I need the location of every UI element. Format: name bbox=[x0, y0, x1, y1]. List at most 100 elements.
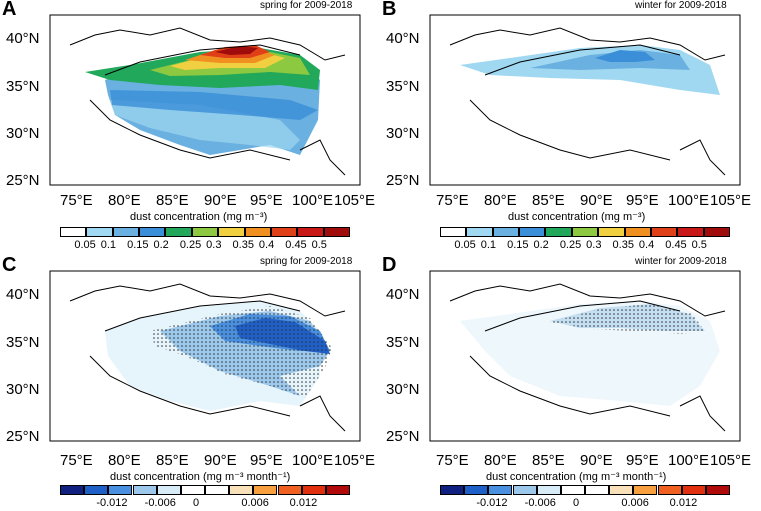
region-darkred bbox=[215, 46, 258, 55]
lon-label: 75°E bbox=[60, 192, 93, 209]
colorbar-title: dust concentration (mg m⁻³ month⁻¹) bbox=[486, 471, 667, 483]
colorbar-swatch bbox=[165, 227, 192, 237]
lat-label: 35°N bbox=[6, 78, 40, 95]
panel-c: C spring for 2009-2018 40°N 35°N 30°N 25… bbox=[0, 254, 380, 511]
lon-label: 90°E bbox=[204, 192, 237, 209]
colorbar-tick-label: 0.15 bbox=[507, 239, 529, 251]
colorbar-swatch bbox=[545, 227, 572, 237]
lon-label: 100°E bbox=[668, 192, 710, 209]
colorbar-tick-label: -0.006 bbox=[524, 497, 556, 509]
lon-label: 100°E bbox=[668, 452, 710, 469]
colorbar-tick-label: 0.5 bbox=[311, 239, 327, 251]
lon-label: 80°E bbox=[108, 192, 141, 209]
colorbar-tick-label: -0.006 bbox=[144, 497, 176, 509]
colorbar-swatch bbox=[156, 485, 181, 495]
colorbar-tick-label: 0 bbox=[193, 497, 200, 509]
panel-title: spring for 2009-2018 bbox=[260, 256, 353, 267]
panel-a: A spring for 2009-2018 40°N 35°N 30°N 25… bbox=[0, 0, 380, 255]
colorbar-tick-label: 0.012 bbox=[669, 497, 698, 509]
colorbar-swatch bbox=[440, 485, 465, 495]
colorbar-swatch bbox=[60, 485, 85, 495]
colorbar-swatch bbox=[681, 485, 706, 495]
colorbar-swatch bbox=[270, 227, 298, 237]
lon-label: 100°E bbox=[292, 192, 334, 209]
lon-label: 75°E bbox=[60, 452, 93, 469]
panel-title: spring for 2009-2018 bbox=[260, 0, 353, 11]
lat-label: 40°N bbox=[386, 30, 420, 47]
map-frame bbox=[429, 14, 741, 186]
colorbar-swatch bbox=[488, 485, 513, 495]
lon-label: 105°E bbox=[710, 192, 752, 209]
lon-label: 95°E bbox=[626, 452, 659, 469]
colorbar bbox=[440, 485, 730, 495]
colorbar-tick-label: 0.35 bbox=[612, 239, 634, 251]
colorbar-tick-label: 0 bbox=[573, 497, 580, 509]
colorbar-swatch bbox=[464, 485, 489, 495]
panel-letter: B bbox=[382, 0, 397, 20]
region-blue bbox=[110, 90, 318, 120]
colorbar-tick-label: 0.2 bbox=[533, 239, 549, 251]
lon-label: 80°E bbox=[108, 452, 141, 469]
lon-label: 105°E bbox=[710, 452, 752, 469]
lon-label: 85°E bbox=[532, 192, 565, 209]
colorbar-tick-label: 0.012 bbox=[289, 497, 318, 509]
panel-letter: C bbox=[2, 254, 17, 276]
panel-title: winter for 2009-2018 bbox=[635, 256, 727, 267]
lon-label: 95°E bbox=[250, 192, 283, 209]
colorbar-tick-label: 0.05 bbox=[74, 239, 96, 251]
panel-letter: D bbox=[382, 254, 397, 276]
lon-label: 90°E bbox=[204, 452, 237, 469]
lon-label: 95°E bbox=[626, 192, 659, 209]
colorbar-swatch bbox=[218, 227, 245, 237]
border-line bbox=[449, 27, 726, 176]
lat-label: 30°N bbox=[386, 125, 420, 142]
colorbar-swatch bbox=[229, 485, 254, 495]
colorbar-swatch bbox=[633, 485, 658, 495]
lon-label: 100°E bbox=[292, 452, 334, 469]
region-mid bbox=[595, 50, 655, 62]
colorbar-swatch bbox=[84, 485, 109, 495]
lat-label: 30°N bbox=[386, 381, 420, 398]
panel-c-map bbox=[49, 270, 361, 442]
lat-label: 30°N bbox=[6, 381, 40, 398]
lon-label: 85°E bbox=[156, 192, 189, 209]
colorbar-tick-label: 0.006 bbox=[621, 497, 649, 509]
colorbar-swatch bbox=[297, 227, 324, 237]
colorbar-swatch bbox=[466, 227, 493, 237]
lon-label: 90°E bbox=[580, 452, 613, 469]
colorbar-swatch bbox=[624, 227, 651, 237]
region-light bbox=[110, 100, 300, 150]
colorbar-swatch bbox=[191, 227, 219, 237]
colorbar-tick-label: 0.5 bbox=[691, 239, 707, 251]
lon-label: 75°E bbox=[436, 452, 469, 469]
lat-label: 35°N bbox=[6, 334, 40, 351]
lon-label: 85°E bbox=[532, 452, 565, 469]
lon-label: 90°E bbox=[580, 192, 613, 209]
colorbar bbox=[60, 227, 350, 237]
colorbar-swatch bbox=[108, 485, 133, 495]
lat-label: 25°N bbox=[6, 172, 40, 189]
colorbar-tick-label: 0.25 bbox=[559, 239, 582, 251]
colorbar-title: dust concentration (mg m⁻³) bbox=[508, 211, 646, 223]
panel-letter: A bbox=[2, 0, 17, 20]
panel-title: winter for 2009-2018 bbox=[635, 0, 727, 11]
colorbar-swatch bbox=[132, 485, 157, 495]
lat-label: 40°N bbox=[386, 286, 420, 303]
colorbar-tick-label: 0.15 bbox=[127, 239, 149, 251]
lat-label: 30°N bbox=[6, 125, 40, 142]
colorbar-tick-label: 0.05 bbox=[454, 239, 476, 251]
colorbar-tick-label: 0.25 bbox=[179, 239, 202, 251]
panel-d-map bbox=[429, 270, 741, 442]
colorbar-swatch bbox=[585, 485, 610, 495]
colorbar-tick-label: 0.1 bbox=[100, 239, 117, 251]
colorbar-swatch bbox=[244, 227, 271, 237]
colorbar-swatch bbox=[86, 227, 113, 237]
border-line bbox=[69, 27, 346, 176]
colorbar-swatch bbox=[205, 485, 230, 495]
border-line bbox=[449, 283, 726, 432]
significance-hatch bbox=[150, 306, 332, 398]
colorbar-swatch bbox=[536, 485, 561, 495]
colorbar-tick-label: 0.3 bbox=[586, 239, 602, 251]
colorbar-swatch bbox=[705, 485, 730, 495]
colorbar-tick-label: 0.006 bbox=[241, 497, 269, 509]
